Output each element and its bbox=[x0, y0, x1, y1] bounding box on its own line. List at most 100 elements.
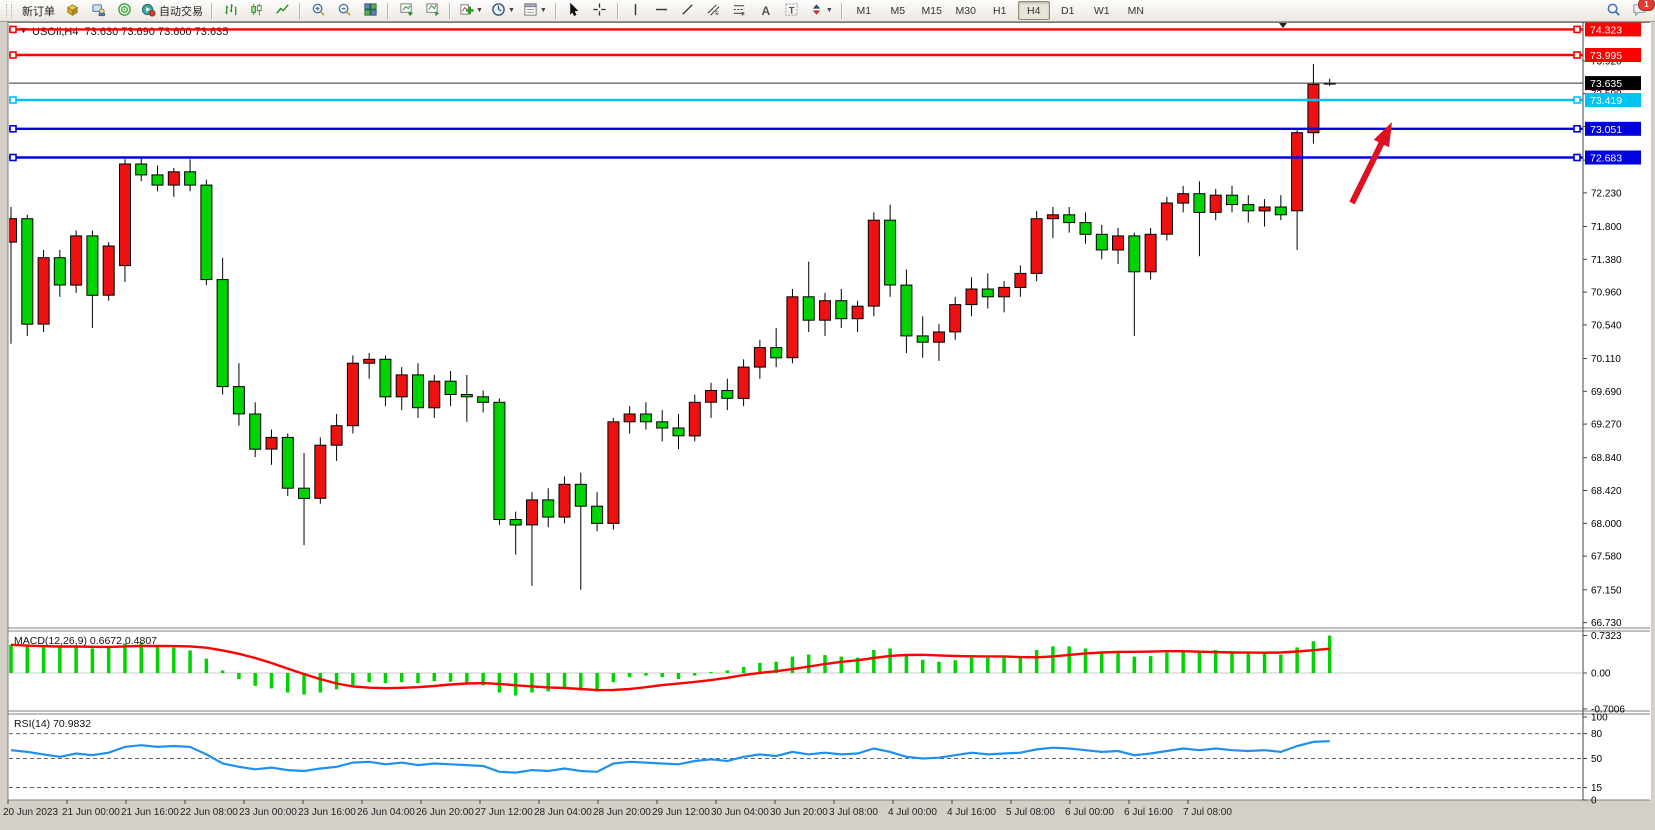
svg-text:0: 0 bbox=[1591, 796, 1597, 807]
toolbar-separator bbox=[449, 2, 451, 19]
signals-button[interactable] bbox=[112, 1, 136, 21]
annotation-arrow[interactable] bbox=[1349, 122, 1392, 205]
toolbar-separator bbox=[299, 2, 301, 19]
svg-text:26 Jun 04:00: 26 Jun 04:00 bbox=[357, 807, 415, 818]
tile-windows-button[interactable] bbox=[358, 1, 382, 21]
dropdown-caret-icon[interactable]: ▼ bbox=[539, 7, 547, 14]
svg-text:28 Jun 04:00: 28 Jun 04:00 bbox=[534, 807, 592, 818]
fibonacci-icon: F bbox=[732, 2, 747, 20]
line-handle bbox=[9, 51, 17, 59]
line-chart-icon bbox=[275, 2, 290, 20]
arrows-button[interactable]: ▼ bbox=[806, 1, 836, 21]
horizontal-line-73.419[interactable] bbox=[9, 96, 1583, 104]
cursor-icon bbox=[566, 2, 581, 20]
horizontal-line-button[interactable] bbox=[650, 1, 674, 21]
svg-text:68.000: 68.000 bbox=[1591, 519, 1622, 530]
svg-text:23 Jun 16:00: 23 Jun 16:00 bbox=[298, 807, 356, 818]
dropdown-caret-icon[interactable]: ▼ bbox=[825, 7, 833, 14]
svg-text:0.00: 0.00 bbox=[1591, 669, 1611, 680]
zoom-out-button[interactable] bbox=[332, 1, 356, 21]
expert-advisor-icon bbox=[91, 2, 106, 20]
chat-button[interactable]: 1 bbox=[1627, 0, 1655, 21]
svg-text:70.540: 70.540 bbox=[1591, 320, 1622, 331]
candlestick-chart-button[interactable] bbox=[244, 1, 268, 21]
timeframe-h4-button[interactable]: H4 bbox=[1017, 1, 1050, 20]
search-button[interactable] bbox=[1601, 1, 1625, 21]
svg-text:28 Jun 20:00: 28 Jun 20:00 bbox=[593, 807, 651, 818]
svg-text:21 Jun 16:00: 21 Jun 16:00 bbox=[121, 807, 179, 818]
line-chart-button[interactable] bbox=[270, 1, 294, 21]
fibonacci-button[interactable]: F bbox=[728, 1, 752, 21]
arrange-charts-button[interactable] bbox=[394, 1, 418, 21]
template-icon bbox=[523, 2, 538, 20]
dropdown-caret-icon[interactable]: ▼ bbox=[507, 7, 515, 14]
toolbar-separator bbox=[840, 2, 843, 19]
svg-text:-0.7006: -0.7006 bbox=[1591, 704, 1625, 715]
arrange-charts-2-button[interactable] bbox=[420, 1, 444, 21]
chart-shift-marker-icon[interactable] bbox=[1279, 23, 1287, 28]
svg-text:6 Jul 00:00: 6 Jul 00:00 bbox=[1065, 807, 1114, 818]
svg-text:66.730: 66.730 bbox=[1591, 618, 1622, 629]
zoom-in-button[interactable] bbox=[306, 1, 330, 21]
crosshair-button[interactable] bbox=[588, 1, 612, 21]
channel-button[interactable]: E bbox=[702, 1, 726, 21]
template-button[interactable]: ▼ bbox=[520, 1, 550, 21]
trendline-icon bbox=[680, 2, 695, 20]
timeframe-m5-button[interactable]: M5 bbox=[890, 4, 906, 17]
label-button[interactable]: T bbox=[780, 1, 804, 21]
timeframe-mn-button[interactable]: MN bbox=[1127, 4, 1144, 17]
chart-window[interactable]: USOIl,H4 73.630 73.690 73.600 73.635 73.9… bbox=[0, 22, 1655, 830]
macd-pane: MACD(12,26,9) 0.6672 0.4807 0.7323 0.00 -0.… bbox=[9, 631, 1625, 715]
zoom-in-icon bbox=[311, 2, 326, 20]
time-axis[interactable]: 20 Jun 2023 21 Jun 00:00 21 Jun 16:00 22 Ju… bbox=[3, 800, 1232, 818]
arrange-charts-2-icon bbox=[425, 2, 440, 20]
svg-text:71.380: 71.380 bbox=[1591, 255, 1622, 266]
svg-text:69.270: 69.270 bbox=[1591, 420, 1622, 431]
period-clock-button[interactable]: ▼ bbox=[488, 1, 518, 21]
text-icon: A bbox=[761, 3, 771, 18]
timeframe-m30-button[interactable]: M30 bbox=[955, 4, 976, 17]
svg-text:27 Jun 12:00: 27 Jun 12:00 bbox=[475, 807, 533, 818]
add-indicator-button[interactable]: ▼ bbox=[456, 1, 486, 21]
order-cube-button[interactable] bbox=[60, 1, 84, 21]
dropdown-caret-icon[interactable]: ▼ bbox=[476, 7, 483, 14]
trendline-button[interactable] bbox=[676, 1, 700, 21]
svg-text:30 Jun 04:00: 30 Jun 04:00 bbox=[711, 807, 769, 818]
candlestick-chart-icon bbox=[249, 2, 264, 20]
expert-advisor-button[interactable] bbox=[86, 1, 110, 21]
new-order-button[interactable]: 新订单 bbox=[22, 5, 55, 18]
svg-text:30 Jun 20:00: 30 Jun 20:00 bbox=[770, 807, 828, 818]
horizontal-line-73.051[interactable] bbox=[9, 125, 1583, 133]
timeframe-m1-button[interactable]: M1 bbox=[856, 4, 872, 17]
svg-text:73.995: 73.995 bbox=[1590, 50, 1622, 62]
svg-text:69.690: 69.690 bbox=[1591, 387, 1622, 398]
timeframe-d1-button[interactable]: D1 bbox=[1061, 4, 1075, 17]
svg-text:26 Jun 20:00: 26 Jun 20:00 bbox=[416, 807, 474, 818]
svg-text:7 Jul 08:00: 7 Jul 08:00 bbox=[1183, 807, 1232, 818]
svg-text:4 Jul 00:00: 4 Jul 00:00 bbox=[888, 807, 937, 818]
horizontal-line-72.683[interactable] bbox=[9, 153, 1583, 162]
text-button[interactable]: A bbox=[754, 1, 778, 21]
bar-chart-button[interactable] bbox=[218, 1, 242, 21]
line-handle bbox=[1573, 51, 1581, 59]
line-handle bbox=[1573, 125, 1581, 133]
svg-text:21 Jun 00:00: 21 Jun 00:00 bbox=[62, 807, 120, 818]
svg-text:6 Jul 16:00: 6 Jul 16:00 bbox=[1124, 807, 1173, 818]
svg-text:100: 100 bbox=[1591, 713, 1608, 724]
timeframe-h1-button[interactable]: H1 bbox=[993, 4, 1007, 17]
cursor-button[interactable] bbox=[562, 1, 586, 21]
svg-text:50: 50 bbox=[1591, 754, 1603, 765]
bar-chart-icon bbox=[223, 2, 238, 20]
horizontal-line-73.995[interactable] bbox=[9, 51, 1583, 59]
price-chart[interactable]: USOIl,H4 73.630 73.690 73.600 73.635 73.9… bbox=[0, 22, 1655, 825]
autotrade-button[interactable]: 自动交易 bbox=[138, 1, 206, 21]
line-handle bbox=[9, 96, 17, 104]
horizontal-line-74.323[interactable] bbox=[9, 25, 1583, 34]
timeframe-w1-button[interactable]: W1 bbox=[1093, 4, 1110, 17]
timeframe-m15-button[interactable]: M15 bbox=[921, 4, 942, 17]
vertical-line-button[interactable] bbox=[624, 1, 648, 21]
svg-text:E: E bbox=[716, 11, 720, 17]
svg-text:74.323: 74.323 bbox=[1590, 24, 1622, 36]
svg-text:70.110: 70.110 bbox=[1591, 354, 1621, 365]
label-icon: T bbox=[784, 2, 799, 20]
